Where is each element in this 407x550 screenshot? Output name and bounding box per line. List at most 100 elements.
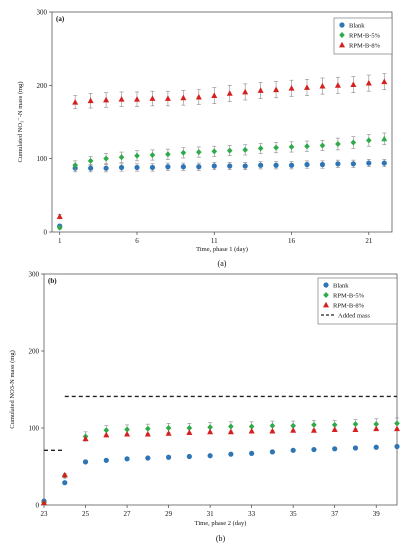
data-point	[319, 82, 326, 89]
data-point	[290, 422, 296, 429]
data-point	[381, 160, 387, 166]
data-point	[87, 157, 94, 164]
x-axis-label: Time, phase 1 (day)	[196, 246, 248, 253]
data-point	[269, 422, 276, 429]
data-point	[394, 425, 400, 432]
data-point	[394, 443, 400, 450]
data-point	[72, 99, 79, 105]
y-tick-label: 0	[36, 502, 40, 510]
data-point	[304, 161, 310, 168]
data-point	[56, 224, 63, 231]
data-point	[335, 141, 341, 147]
legend-swatch	[339, 22, 345, 28]
data-point	[134, 96, 140, 102]
y-axis-label: Cumulated NO₃⁻-N mass (mg)	[17, 82, 24, 163]
data-point	[365, 79, 372, 86]
legend-swatch	[339, 41, 345, 48]
data-point	[331, 426, 338, 432]
data-point	[352, 426, 359, 432]
legend-swatch	[323, 282, 329, 288]
data-point	[149, 164, 156, 171]
y-axis-label: Cumulated NO3-N mass (mg)	[9, 350, 16, 429]
legend-label: Added mass	[338, 312, 370, 319]
data-point	[88, 165, 94, 171]
data-point	[165, 454, 172, 460]
data-point	[118, 96, 125, 102]
data-point	[103, 155, 109, 162]
data-point	[211, 92, 218, 98]
data-point	[319, 161, 326, 168]
legend-label: RPM-B-5%	[333, 292, 365, 299]
data-point	[165, 151, 171, 158]
data-point	[366, 160, 372, 166]
x-tick-label: 6	[135, 237, 139, 245]
data-point	[227, 163, 233, 169]
data-point	[124, 430, 131, 437]
data-point	[373, 444, 379, 450]
data-point	[227, 428, 234, 435]
data-point	[269, 427, 276, 434]
x-tick-label: 21	[365, 237, 373, 245]
data-point	[103, 457, 109, 463]
figure-caption: (a)	[218, 259, 227, 268]
data-point	[290, 447, 296, 453]
legend-label: Blank	[349, 22, 365, 29]
y-tick-label: 200	[37, 82, 48, 90]
data-point	[87, 97, 94, 104]
figure-caption: (b)	[216, 534, 226, 543]
data-point	[273, 162, 279, 168]
data-point	[149, 95, 156, 101]
x-tick-label: 16	[288, 237, 296, 245]
data-point	[186, 453, 192, 460]
data-point	[207, 428, 214, 435]
data-point	[335, 161, 341, 167]
data-point	[196, 149, 202, 156]
data-point	[366, 137, 372, 144]
data-point	[269, 449, 276, 455]
data-point	[118, 164, 125, 171]
data-point	[103, 431, 110, 438]
legend-entry: RPM-B-8%	[323, 301, 365, 309]
data-point	[195, 93, 202, 100]
data-point	[228, 423, 234, 430]
legend-swatch	[323, 301, 329, 308]
data-point	[61, 471, 68, 478]
x-tick-label: 39	[373, 510, 381, 518]
data-point	[186, 429, 193, 436]
data-point	[124, 426, 130, 433]
x-tick-label: 1	[58, 237, 62, 245]
series-rpm-b-8-	[56, 73, 388, 220]
data-point	[381, 78, 388, 85]
data-point	[311, 446, 317, 453]
legend-label: Blank	[333, 282, 349, 289]
x-tick-label: 33	[248, 510, 256, 518]
legend-label: RPM-B-8%	[333, 302, 365, 309]
data-point	[56, 213, 63, 219]
plot-frame	[43, 273, 398, 506]
data-point	[288, 162, 295, 168]
legend-entry: RPM-B-8%	[339, 41, 381, 49]
data-point	[165, 164, 171, 170]
data-point	[350, 139, 357, 146]
data-point	[118, 154, 125, 161]
legend-box	[317, 277, 398, 325]
y-tick-label: 300	[37, 9, 48, 17]
legend-entry: Blank	[339, 22, 365, 29]
x-tick-label: 23	[41, 510, 49, 518]
legend-entry: Blank	[323, 282, 349, 289]
data-point	[257, 145, 264, 152]
panel-label: (a)	[56, 15, 65, 23]
data-point	[331, 421, 338, 428]
x-tick-label: 11	[211, 237, 218, 245]
data-point	[82, 459, 89, 465]
data-point	[352, 445, 359, 451]
data-point	[257, 87, 264, 93]
y-tick-label: 200	[29, 348, 40, 356]
data-point	[134, 152, 140, 159]
data-point	[103, 427, 110, 434]
data-point	[164, 95, 171, 101]
legend-label: RPM-B-5%	[349, 32, 381, 39]
data-point	[62, 480, 68, 486]
data-point	[332, 446, 338, 452]
